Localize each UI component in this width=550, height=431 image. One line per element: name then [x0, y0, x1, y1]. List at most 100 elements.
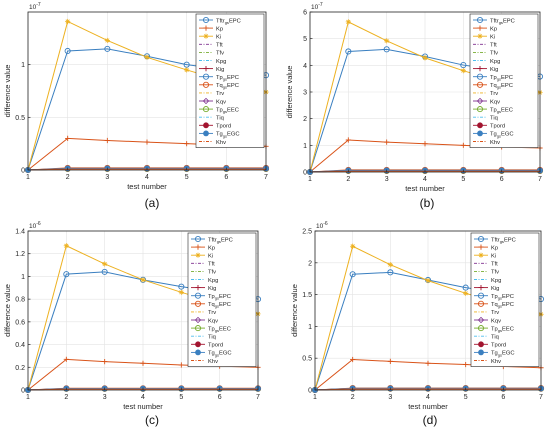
- y-tick-label: 0: [308, 388, 312, 395]
- data-point: [425, 360, 431, 366]
- legend-label: Kig: [208, 286, 216, 292]
- x-tick-label: 4: [141, 394, 145, 401]
- legend-label: Tiq: [208, 335, 216, 341]
- legend-label: Tfv: [490, 51, 498, 57]
- legend-marker: [478, 244, 484, 250]
- legend-label-main: Tftr: [216, 18, 225, 24]
- legend-label: Tiq: [491, 335, 499, 341]
- legend-label-main: Khv: [491, 359, 501, 365]
- y-axis-label: difference value: [285, 66, 294, 119]
- legend-label-main: Kig: [490, 67, 498, 73]
- legend: TftrgsEPCKpKiTftTfvKpgKigTpgsEPCTqgsEPCT…: [195, 13, 265, 148]
- y-tick-label: 0: [303, 170, 307, 177]
- legend-label: Trv: [490, 91, 498, 97]
- legend-label-suffix: EPC: [229, 18, 241, 24]
- data-point: [384, 139, 390, 145]
- legend-marker: [476, 16, 484, 24]
- legend-label-main: Kpg: [490, 59, 500, 65]
- axis-exponent-power: -6: [323, 221, 328, 227]
- legend-label-main: Tpord: [208, 343, 223, 349]
- axis-exponent-power: -6: [36, 221, 41, 227]
- legend-marker: [195, 285, 201, 291]
- legend-label-main: Tq: [491, 302, 498, 308]
- y-axis-label: difference value: [290, 284, 299, 337]
- legend-label: Kp: [490, 26, 497, 32]
- legend-label-main: Trv: [208, 310, 216, 316]
- legend-label-suffix: EPC: [219, 302, 231, 308]
- legend-label: Ki: [490, 35, 495, 41]
- x-tick-label: 6: [501, 394, 505, 401]
- legend-label: Kpg: [490, 59, 500, 65]
- data-point: [460, 62, 467, 69]
- x-tick-label: 7: [539, 394, 543, 401]
- y-tick-label: 2: [308, 260, 312, 267]
- legend-label-suffix: EPC: [503, 18, 515, 24]
- legend-label-suffix: EPC: [502, 302, 514, 308]
- legend-marker: [478, 349, 484, 356]
- legend-label-main: Tg: [216, 132, 223, 138]
- legend-label-main: Khv: [208, 359, 218, 365]
- chart-panel: 1 2 3 4 5 6 7 0 0.2 0.4 0.6 0.8 1 1.2 1.4 10-6 test numb…: [3, 221, 262, 427]
- x-tick-label: 4: [145, 174, 149, 181]
- legend-marker: [476, 81, 484, 88]
- data-point: [184, 67, 190, 73]
- legend-label-main: Kp: [216, 26, 223, 32]
- legend-label-main: Kpg: [216, 59, 226, 65]
- legend-label-main: Kpg: [208, 278, 218, 284]
- legend-label-suffix: EPC: [227, 83, 239, 89]
- legend-marker: [477, 300, 485, 307]
- legend-label: Trv: [491, 310, 499, 316]
- legend-label: Kqv: [208, 318, 218, 324]
- data-point: [144, 54, 150, 60]
- data-point: [144, 139, 150, 145]
- data-point: [178, 362, 184, 368]
- legend-label-main: Tpord: [490, 124, 505, 130]
- legend-label: Tft: [216, 43, 223, 49]
- legend-label: Tpord: [491, 343, 506, 349]
- legend-label-main: Tftr: [490, 18, 499, 24]
- data-point: [104, 137, 110, 144]
- legend-label-subscript: gs: [215, 296, 219, 301]
- legend-label-suffix: EGC: [219, 351, 232, 357]
- y-tick-label: 1: [21, 274, 25, 281]
- axis-exponent-power: -7: [36, 2, 41, 8]
- data-point: [383, 46, 390, 53]
- legend-label: Kp: [491, 245, 498, 251]
- x-tick-label: 6: [224, 174, 228, 181]
- legend-label-main: Tiq: [490, 116, 498, 122]
- legend-marker: [202, 97, 210, 105]
- legend-label-suffix: EEC: [219, 326, 231, 332]
- legend-label-main: Ki: [490, 35, 495, 41]
- y-tick-label: 1: [303, 143, 307, 150]
- legend-label-main: Tg: [491, 351, 498, 357]
- legend-label-suffix: EEC: [227, 107, 239, 113]
- y-tick-label: 3: [303, 90, 307, 97]
- x-tick-label: 3: [388, 394, 392, 401]
- legend-label-suffix: EPC: [219, 294, 231, 300]
- legend: TftrgsEPCKpKiTftTfvKpgKigTpgsEPCTqgsEPCT…: [187, 232, 257, 367]
- y-tick-label: 1.5: [302, 292, 312, 299]
- x-tick-label: 2: [64, 394, 68, 401]
- legend-label-main: Tftr: [208, 237, 217, 243]
- data-point: [101, 268, 108, 275]
- legend-marker: [477, 25, 483, 31]
- legend-label-main: Tq: [208, 302, 215, 308]
- y-tick-label: 1.2: [15, 251, 25, 258]
- legend-label-main: Tiq: [208, 335, 216, 341]
- data-point: [140, 360, 146, 366]
- legend-marker: [203, 33, 209, 39]
- legend-label-main: Trv: [216, 91, 224, 97]
- legend-marker: [203, 25, 209, 31]
- legend-label-main: Tiq: [216, 116, 224, 122]
- data-point: [350, 356, 356, 363]
- x-tick-label: 5: [179, 394, 183, 401]
- legend-label-subscript: gs: [223, 109, 227, 114]
- data-point: [463, 361, 469, 368]
- legend-marker: [195, 341, 201, 348]
- legend-label-main: Tft: [491, 262, 498, 268]
- legend-label: Ki: [216, 35, 221, 41]
- legend-label: TggsEGC: [208, 351, 232, 358]
- legend-label-main: Kp: [491, 245, 498, 251]
